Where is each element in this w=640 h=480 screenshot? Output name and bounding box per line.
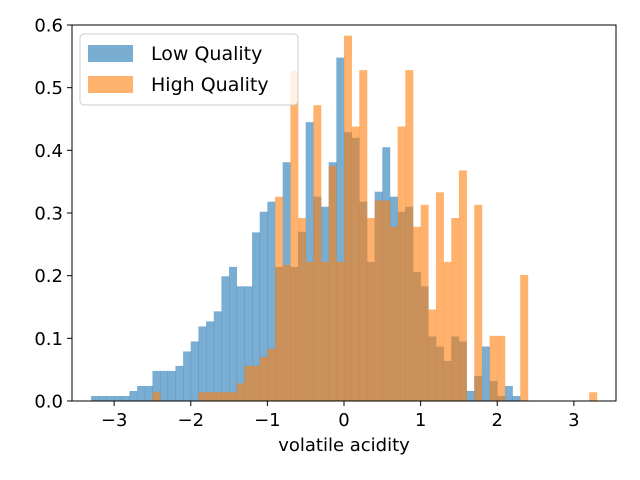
bar-0-15 <box>206 321 215 401</box>
legend-label: High Quality <box>151 74 269 96</box>
bar-0-54 <box>504 385 513 401</box>
y-tick-label: 0.2 <box>34 266 63 287</box>
series-high-quality <box>152 35 598 402</box>
bar-1-45 <box>497 335 506 401</box>
bar-1-42 <box>474 204 483 401</box>
legend-swatch <box>88 45 133 62</box>
bar-1-32 <box>397 126 406 402</box>
bar-0-16 <box>213 311 222 401</box>
y-tick-label: 0.4 <box>34 141 63 162</box>
bar-1-7 <box>206 392 215 401</box>
bar-0-21 <box>252 232 261 401</box>
bar-1-30 <box>382 200 391 401</box>
bar-0-10 <box>167 370 176 401</box>
bar-1-14 <box>259 357 268 401</box>
x-tick-label: −2 <box>177 410 204 431</box>
bar-1-21 <box>313 105 322 402</box>
bar-1-26 <box>351 126 360 402</box>
bar-1-15 <box>267 348 276 401</box>
bar-1-37 <box>435 192 444 401</box>
bar-0-8 <box>152 370 161 401</box>
bar-1-35 <box>420 204 429 401</box>
bar-1-24 <box>336 261 345 401</box>
bar-0-1 <box>98 395 107 401</box>
y-tick-label: 0.3 <box>34 204 63 225</box>
x-axis-title: volatile acidity <box>278 435 410 456</box>
bar-0-18 <box>229 266 238 401</box>
bar-1-20 <box>305 261 314 401</box>
bar-1-44 <box>489 335 498 401</box>
bar-0-9 <box>160 370 169 401</box>
bar-0-4 <box>121 395 130 401</box>
x-tick-label: −1 <box>254 410 281 431</box>
legend-swatch <box>88 76 133 93</box>
bar-0-22 <box>259 211 268 401</box>
bar-0-28 <box>305 122 314 401</box>
bar-1-16 <box>275 196 283 401</box>
bar-0-32 <box>336 57 345 402</box>
bar-1-25 <box>344 35 352 402</box>
bar-0-11 <box>175 365 184 401</box>
bar-0-2 <box>106 395 115 401</box>
bar-1-48 <box>520 275 529 401</box>
bar-1-10 <box>229 392 238 401</box>
bar-0-55 <box>512 395 521 401</box>
x-tick-label: 1 <box>415 410 426 431</box>
y-tick-label: 0.0 <box>34 392 63 413</box>
bar-1-0 <box>152 392 161 401</box>
bar-0-13 <box>190 341 199 401</box>
bar-1-23 <box>328 166 337 401</box>
bar-1-57 <box>589 392 598 401</box>
bar-1-31 <box>389 226 398 401</box>
y-tick-label: 0.5 <box>34 78 63 99</box>
bar-1-28 <box>366 218 375 401</box>
bar-0-7 <box>144 385 153 401</box>
plot-area <box>71 24 617 402</box>
bar-1-22 <box>321 261 329 401</box>
legend: Low Quality High Quality <box>79 33 299 106</box>
bar-0-6 <box>137 385 146 401</box>
y-tick-label: 0.6 <box>34 16 63 37</box>
bar-1-6 <box>198 392 207 401</box>
bar-1-33 <box>405 70 414 402</box>
bar-1-40 <box>458 170 467 401</box>
bar-1-17 <box>282 265 291 401</box>
x-tick-label: −3 <box>101 410 128 431</box>
bar-0-19 <box>236 286 245 401</box>
bar-0-3 <box>114 395 123 401</box>
x-tick-label: 2 <box>492 410 503 431</box>
bar-0-5 <box>129 390 138 401</box>
bar-1-12 <box>244 365 253 401</box>
legend-label: Low Quality <box>151 43 262 65</box>
bar-1-29 <box>374 200 383 401</box>
bar-0-51 <box>481 346 490 401</box>
y-tick-label: 0.1 <box>34 329 63 350</box>
x-tick-label: 0 <box>338 410 349 431</box>
bar-1-27 <box>359 70 368 402</box>
x-axis: −3 −2 −1 0 1 2 3 <box>101 401 580 431</box>
bar-1-19 <box>298 218 306 401</box>
bar-0-49 <box>466 390 475 401</box>
bar-1-9 <box>221 392 230 401</box>
bar-1-39 <box>451 218 460 401</box>
bar-0-0 <box>91 395 100 401</box>
bar-1-36 <box>428 309 437 401</box>
bar-0-20 <box>244 286 253 401</box>
y-axis: 0.0 0.1 0.2 0.3 0.4 0.5 0.6 <box>34 16 72 413</box>
bar-1-34 <box>412 226 421 401</box>
bar-0-14 <box>198 326 207 401</box>
bar-1-13 <box>252 365 261 401</box>
x-tick-label: 3 <box>568 410 579 431</box>
bar-0-12 <box>183 351 192 401</box>
legend-box <box>79 33 299 106</box>
bar-0-23 <box>267 201 276 401</box>
bar-1-11 <box>236 383 245 401</box>
bar-1-18 <box>290 70 299 401</box>
bar-1-8 <box>213 392 222 401</box>
bar-1-38 <box>443 261 452 401</box>
bar-0-17 <box>221 276 230 401</box>
